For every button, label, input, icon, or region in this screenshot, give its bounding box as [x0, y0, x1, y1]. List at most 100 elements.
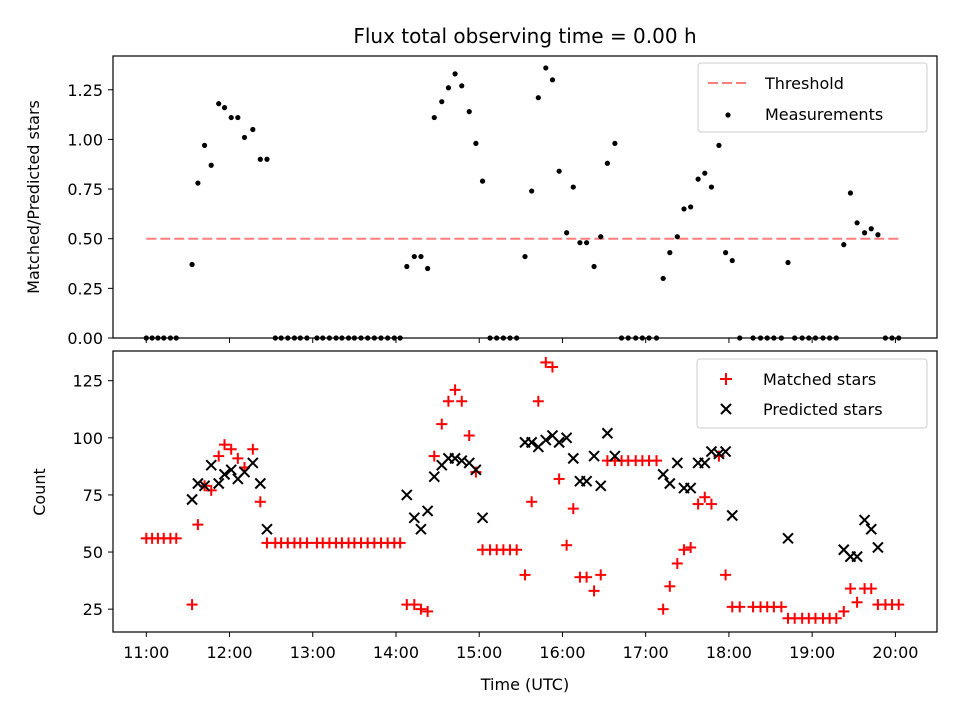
bottom-x-tick-label: 19:00	[789, 643, 835, 662]
matched-star-point	[526, 496, 538, 508]
matched-star-point	[213, 450, 225, 462]
measurement-point	[702, 170, 708, 176]
measurement-point	[667, 250, 673, 256]
measurement-point	[241, 134, 248, 141]
predicted-star-point	[261, 523, 273, 535]
measurement-point	[411, 253, 417, 260]
predicted-star-point	[254, 477, 267, 490]
matched-star-point	[553, 473, 565, 485]
legend-matched-marker	[720, 373, 732, 385]
top-axes-frame	[112, 55, 938, 339]
matched-star-point	[219, 439, 231, 451]
measurement-point	[431, 114, 437, 121]
bottom-x-tick-label: 11:00	[123, 643, 169, 662]
matched-star-point	[838, 605, 850, 617]
matched-star-point	[692, 498, 704, 510]
top-y-tick-label: 1.00	[67, 130, 103, 149]
bottom-x-tick-label: 17:00	[623, 643, 669, 662]
predicted-star-point	[218, 468, 231, 481]
top-legend: Threshold Measurements	[697, 62, 928, 133]
top-chart-title: Flux total observing time = 0.00 h	[353, 24, 696, 48]
predicted-star-point	[186, 493, 198, 506]
measurement-point	[216, 101, 222, 107]
predicted-star-point	[212, 477, 225, 490]
measurement-point	[425, 265, 431, 272]
measurement-point	[452, 71, 458, 77]
matched-star-point	[844, 583, 856, 595]
predicted-star-point	[198, 480, 211, 492]
top-y-tick-label: 1.25	[67, 81, 103, 100]
measurement-point	[854, 220, 860, 226]
top-panel: Flux total observing time = 0.00 h 0.000…	[24, 24, 938, 348]
matched-star-point	[254, 496, 266, 508]
matched-star-point	[225, 443, 237, 455]
measurement-point	[466, 109, 472, 115]
matched-star-point	[532, 395, 544, 407]
predicted-star-point	[428, 470, 440, 483]
predicted-star-point	[238, 466, 251, 478]
matched-star-point	[205, 484, 217, 496]
matched-star-point	[186, 599, 198, 611]
measurement-point	[847, 190, 854, 196]
measurement-point	[598, 234, 604, 240]
matched-star-point	[567, 503, 579, 515]
top-y-tick-label: 0.75	[67, 180, 103, 199]
measurement-point	[445, 85, 452, 91]
measurement-point	[861, 230, 868, 236]
predicted-star-point	[601, 427, 614, 439]
top-plot-area	[143, 65, 902, 341]
bottom-axes-ticks: 11:00 12:00 13:00 14:00 15:00 16:00 17:00 18:00…	[72, 372, 918, 662]
measurement-point	[264, 156, 270, 162]
matched-star-point	[442, 395, 454, 407]
legend-predicted-marker	[720, 403, 732, 415]
matched-star-point	[540, 356, 552, 368]
top-y-axis-label: Matched/Predicted stars	[24, 100, 43, 294]
bottom-x-tick-label: 13:00	[290, 643, 336, 662]
measurement-point	[208, 162, 214, 168]
bottom-x-tick-label: 14:00	[373, 643, 419, 662]
measurement-point	[868, 226, 874, 232]
bottom-axes-frame	[112, 350, 938, 633]
predicted-star-point	[476, 512, 489, 524]
matched-star-point	[595, 569, 607, 581]
measurement-point	[418, 253, 424, 260]
predicted-star-point	[567, 452, 579, 465]
measurement-point	[479, 178, 486, 184]
predicted-star-point	[588, 450, 600, 462]
measurement-point	[195, 180, 201, 186]
measurement-point	[612, 140, 618, 146]
matched-star-point	[546, 361, 558, 373]
bottom-y-tick-label: 75	[83, 486, 103, 505]
bottom-x-tick-label: 12:00	[206, 643, 252, 662]
legend-predicted-label: Predicted stars	[763, 400, 883, 419]
predicted-star-point	[719, 445, 732, 458]
bottom-panel: 11:00 12:00 13:00 14:00 15:00 16:00 17:00 18:00…	[30, 350, 938, 694]
matched-star-point	[851, 596, 863, 608]
matched-star-point	[685, 541, 697, 553]
measurement-point	[556, 168, 562, 174]
matched-star-point	[511, 544, 523, 556]
matched-star-point	[705, 498, 717, 510]
legend-threshold-label: Threshold	[764, 74, 844, 93]
bottom-plot-area	[140, 356, 905, 624]
matched-star-point	[657, 603, 669, 615]
matched-star-point	[456, 395, 468, 407]
measurement-point	[221, 105, 228, 111]
predicted-star-point	[580, 475, 593, 487]
matched-star-point	[415, 603, 427, 615]
predicted-star-point	[553, 436, 565, 449]
predicted-star-point	[456, 454, 468, 467]
predicted-star-point	[595, 480, 607, 492]
matched-star-point	[588, 585, 600, 597]
measurement-point	[722, 250, 729, 256]
predicted-star-point	[205, 459, 217, 471]
predicted-star-point	[684, 482, 697, 494]
predicted-star-point	[664, 477, 676, 490]
bottom-y-tick-label: 25	[83, 600, 103, 619]
predicted-star-point	[851, 550, 863, 563]
matched-star-point	[699, 491, 711, 503]
predicted-star-point	[671, 457, 684, 469]
measurement-point	[522, 253, 528, 260]
predicted-star-point	[192, 477, 204, 490]
